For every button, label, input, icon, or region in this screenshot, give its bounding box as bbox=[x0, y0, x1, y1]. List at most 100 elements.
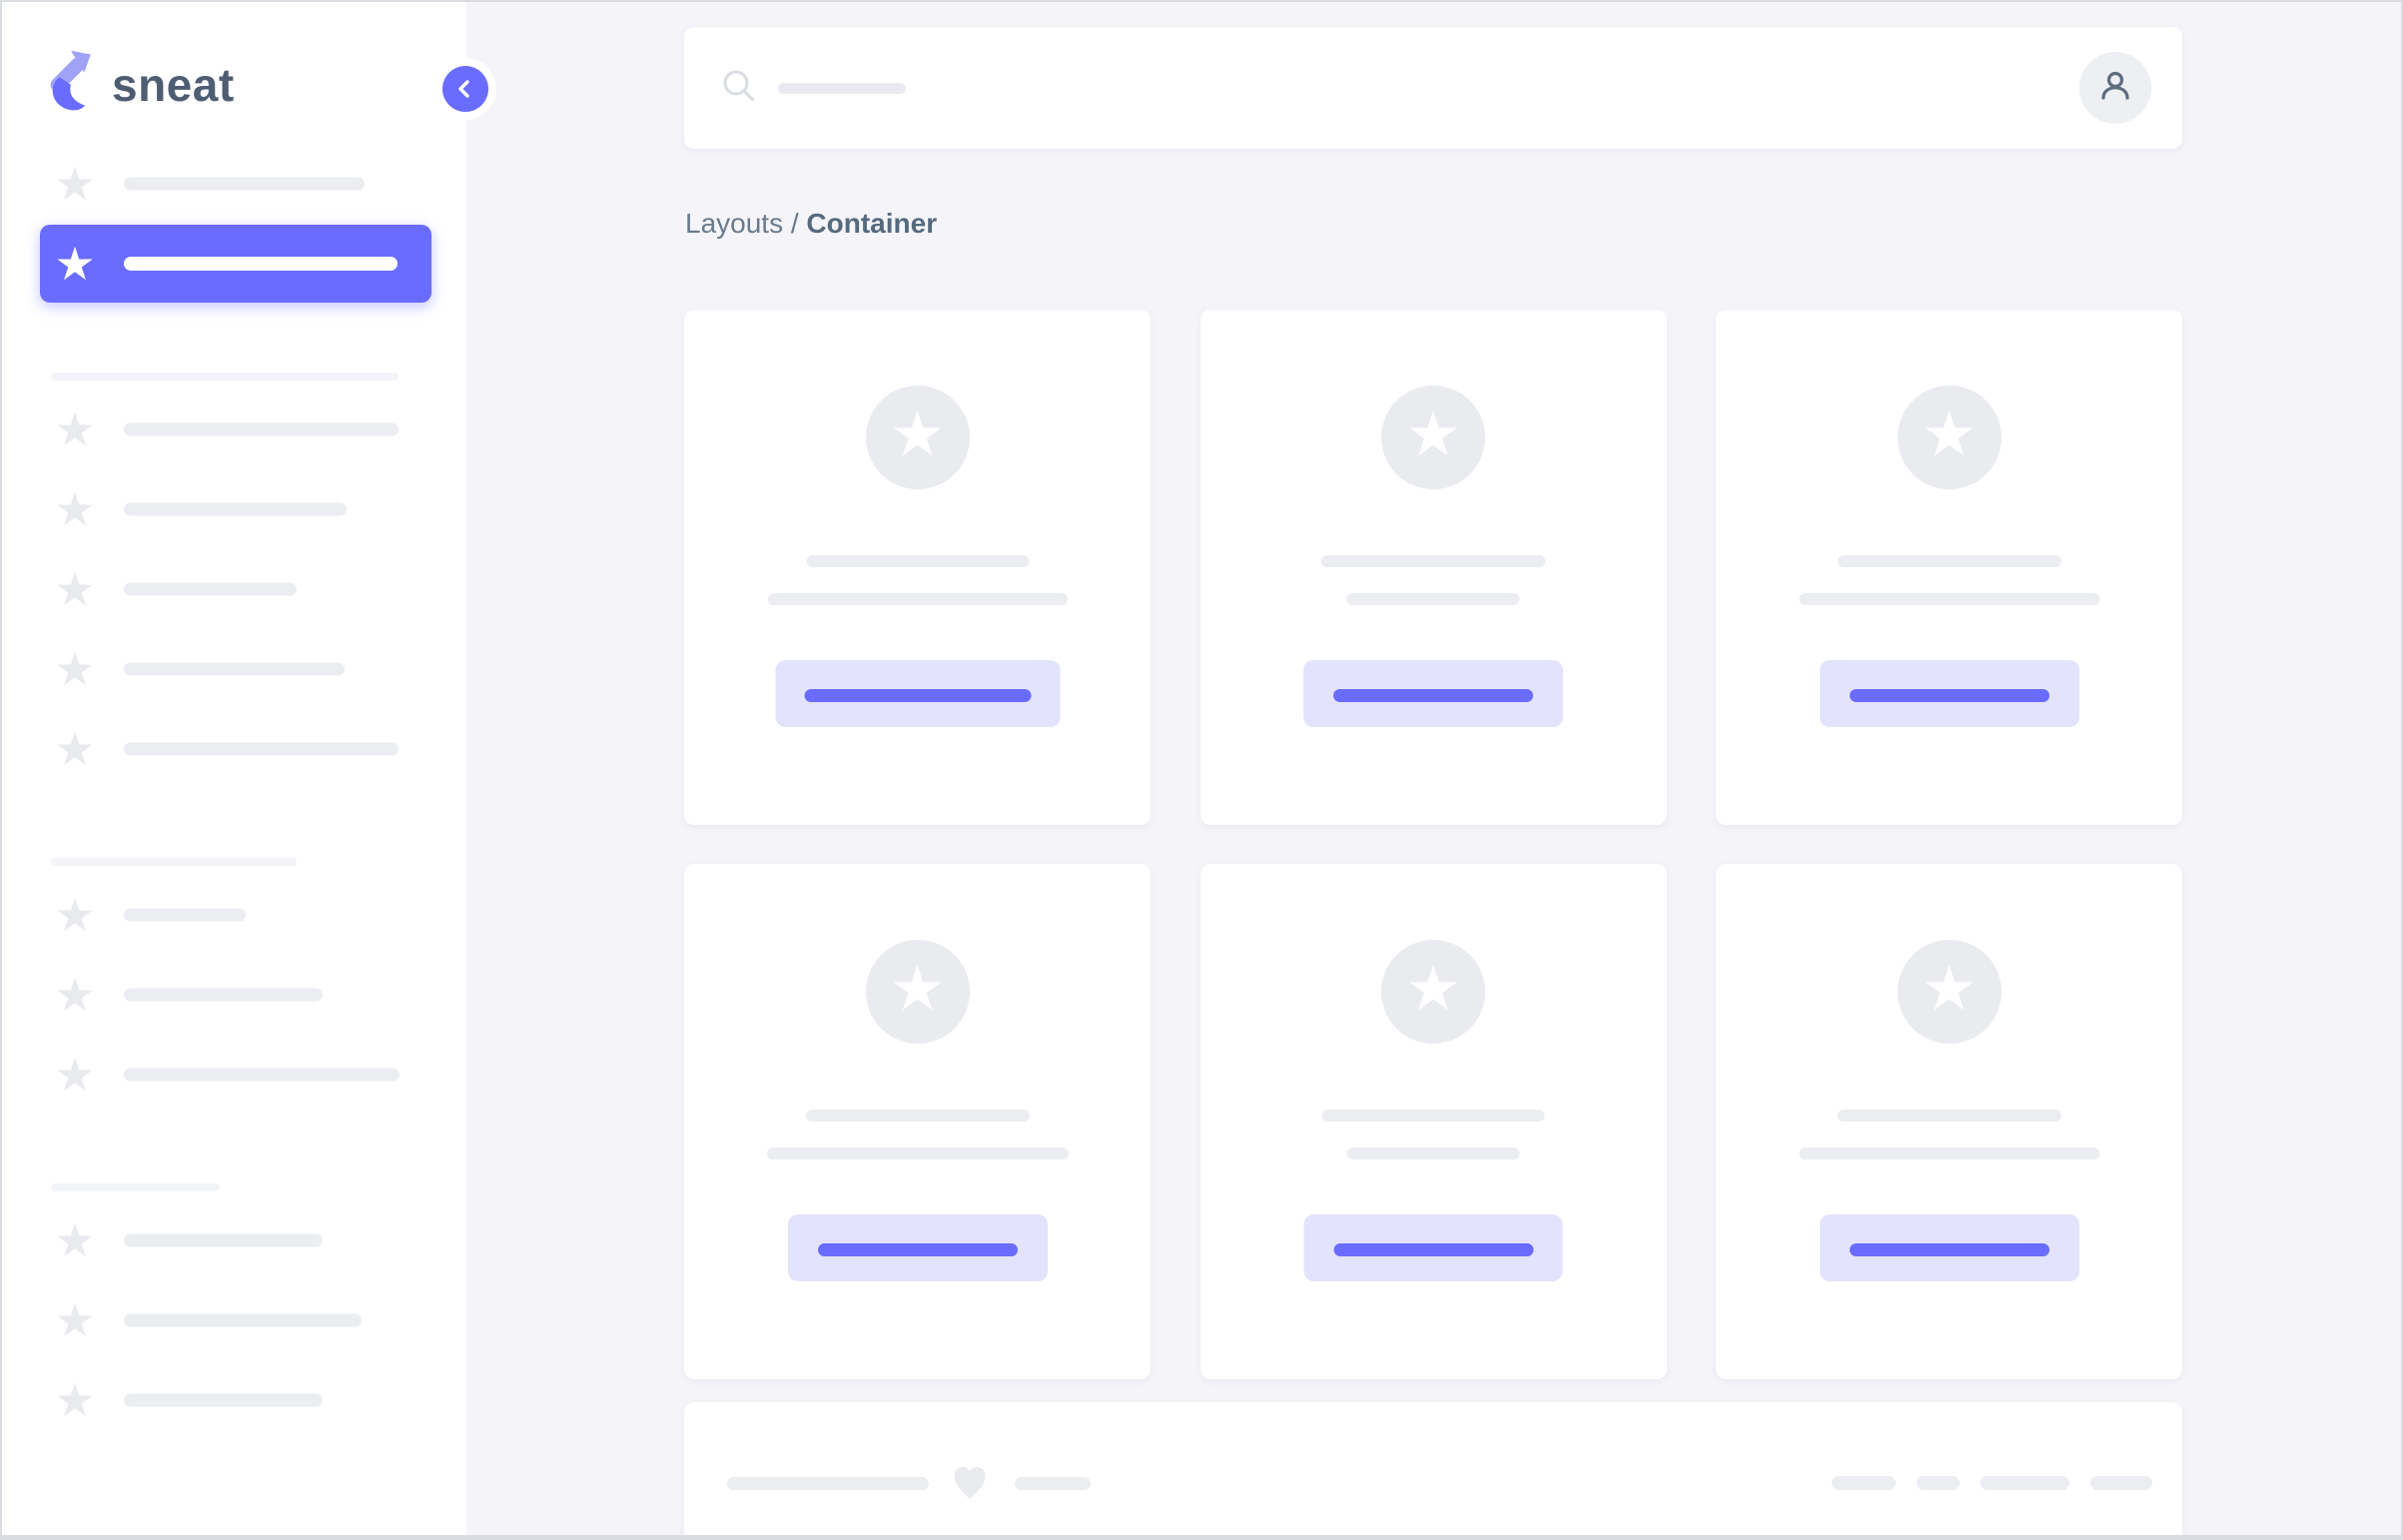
button-label-placeholder bbox=[1849, 1243, 2049, 1256]
card-subtitle-placeholder bbox=[1346, 1148, 1520, 1159]
star-avatar: ★ bbox=[865, 940, 970, 1044]
star-icon: ★ bbox=[54, 158, 96, 210]
star-icon: ★ bbox=[54, 1049, 96, 1101]
footer-row bbox=[727, 1464, 2152, 1502]
card-subtitle-placeholder bbox=[1799, 593, 2099, 605]
placeholder-card: ★ bbox=[1200, 310, 1667, 825]
breadcrumb-slash: / bbox=[790, 208, 799, 239]
sidebar-item[interactable]: ★ bbox=[40, 643, 431, 695]
card-action-button[interactable] bbox=[1819, 1214, 2079, 1281]
chevron-left-icon bbox=[442, 66, 488, 112]
footer-text-placeholder bbox=[1015, 1476, 1091, 1490]
sidebar-collapse-button[interactable] bbox=[434, 58, 496, 120]
star-icon: ★ bbox=[54, 969, 96, 1021]
star-icon: ★ bbox=[1921, 954, 1978, 1024]
star-avatar: ★ bbox=[1381, 385, 1485, 489]
star-icon: ★ bbox=[54, 563, 96, 615]
sidebar-item[interactable]: ★ bbox=[40, 889, 431, 941]
star-icon: ★ bbox=[54, 723, 96, 775]
heart-icon bbox=[951, 1465, 989, 1501]
card-action-button[interactable] bbox=[787, 1214, 1048, 1281]
search-input[interactable] bbox=[722, 27, 906, 149]
card-title-placeholder bbox=[806, 555, 1029, 567]
menu-label-placeholder bbox=[124, 177, 365, 191]
sidebar-item[interactable]: ★ bbox=[40, 1214, 431, 1266]
sidebar-item[interactable]: ★ bbox=[40, 486, 431, 532]
card-action-button[interactable] bbox=[1303, 1214, 1563, 1281]
sidebar: sneat ★ ★ ★ ★ ★ ★ ★ ★ ★ ★ ★ ★ ★ bbox=[2, 2, 496, 1535]
placeholder-card: ★ bbox=[684, 310, 1151, 825]
breadcrumb: Layouts / Container bbox=[685, 208, 937, 240]
menu-label-placeholder bbox=[124, 1313, 362, 1327]
sneat-logo-icon bbox=[46, 46, 96, 123]
sidebar-item[interactable]: ★ bbox=[40, 1049, 431, 1101]
sidebar-item[interactable]: ★ bbox=[40, 158, 431, 210]
placeholder-card: ★ bbox=[1200, 864, 1667, 1379]
card-title-placeholder bbox=[1320, 555, 1546, 567]
star-avatar: ★ bbox=[1897, 385, 2002, 489]
topbar bbox=[684, 27, 2182, 149]
main-area: Layouts / Container ★ ★ ★ bbox=[466, 2, 2401, 1535]
star-icon: ★ bbox=[54, 1374, 96, 1426]
menu-label-placeholder bbox=[124, 908, 246, 922]
brand-name: sneat bbox=[112, 58, 235, 111]
card-action-button[interactable] bbox=[1303, 660, 1563, 727]
star-icon: ★ bbox=[1405, 954, 1461, 1024]
card-subtitle-placeholder bbox=[1346, 593, 1520, 605]
card-title-placeholder bbox=[1321, 1110, 1545, 1122]
sidebar-section-divider bbox=[51, 373, 399, 381]
card-action-button[interactable] bbox=[775, 660, 1060, 727]
breadcrumb-parent-link[interactable]: Layouts bbox=[685, 208, 784, 239]
person-icon bbox=[2096, 67, 2134, 110]
star-icon: ★ bbox=[54, 1214, 96, 1266]
pagination-placeholder-pill bbox=[1832, 1476, 1896, 1490]
button-label-placeholder bbox=[817, 1243, 1018, 1256]
footer-text-placeholder bbox=[727, 1476, 929, 1490]
sidebar-item[interactable]: ★ bbox=[40, 969, 431, 1021]
sidebar-section-divider bbox=[51, 858, 297, 866]
sidebar-item-active[interactable]: ★ bbox=[40, 225, 431, 303]
sidebar-item[interactable]: ★ bbox=[40, 403, 431, 455]
button-label-placeholder bbox=[1333, 1243, 1533, 1256]
menu-label-placeholder bbox=[124, 988, 323, 1002]
menu-label-placeholder bbox=[124, 1233, 323, 1247]
button-label-placeholder bbox=[804, 689, 1031, 702]
card-action-button[interactable] bbox=[1819, 660, 2079, 727]
star-icon: ★ bbox=[54, 403, 96, 455]
card-subtitle-placeholder bbox=[1799, 1148, 2099, 1159]
star-icon: ★ bbox=[54, 238, 96, 290]
pagination-placeholder-pill bbox=[2090, 1476, 2152, 1490]
menu-label-placeholder bbox=[124, 1393, 323, 1407]
pagination-placeholder-pill bbox=[1917, 1476, 1960, 1490]
star-icon: ★ bbox=[1405, 399, 1461, 469]
search-placeholder-bar bbox=[778, 82, 906, 94]
placeholder-card: ★ bbox=[684, 864, 1151, 1379]
pagination-placeholder-pill bbox=[1981, 1476, 2069, 1490]
sidebar-item[interactable]: ★ bbox=[40, 723, 431, 775]
card-title-placeholder bbox=[805, 1110, 1030, 1122]
footer-pagination bbox=[1832, 1476, 2152, 1490]
sidebar-item[interactable]: ★ bbox=[40, 1297, 431, 1343]
content-container: Layouts / Container ★ ★ ★ bbox=[684, 2, 2182, 1535]
placeholder-card: ★ bbox=[1716, 864, 2182, 1379]
card-title-placeholder bbox=[1837, 555, 2061, 567]
button-label-placeholder bbox=[1333, 689, 1533, 702]
sidebar-section-divider bbox=[51, 1183, 220, 1191]
star-avatar: ★ bbox=[1897, 940, 2002, 1044]
star-avatar: ★ bbox=[1381, 940, 1485, 1044]
sidebar-item[interactable]: ★ bbox=[40, 1374, 431, 1426]
menu-label-placeholder bbox=[124, 257, 398, 271]
star-icon: ★ bbox=[889, 954, 946, 1024]
sidebar-menu: ★ ★ ★ ★ ★ ★ ★ ★ ★ ★ ★ ★ ★ bbox=[2, 2, 466, 1535]
star-avatar: ★ bbox=[865, 385, 970, 489]
cards-grid: ★ ★ ★ ★ bbox=[684, 310, 2182, 1379]
menu-label-placeholder bbox=[124, 1068, 400, 1082]
user-menu-button[interactable] bbox=[2079, 52, 2151, 124]
star-icon: ★ bbox=[889, 399, 946, 469]
brand: sneat bbox=[46, 46, 235, 123]
star-icon: ★ bbox=[54, 889, 96, 941]
sidebar-item[interactable]: ★ bbox=[40, 563, 431, 615]
card-subtitle-placeholder bbox=[767, 593, 1068, 605]
star-icon: ★ bbox=[54, 643, 96, 695]
